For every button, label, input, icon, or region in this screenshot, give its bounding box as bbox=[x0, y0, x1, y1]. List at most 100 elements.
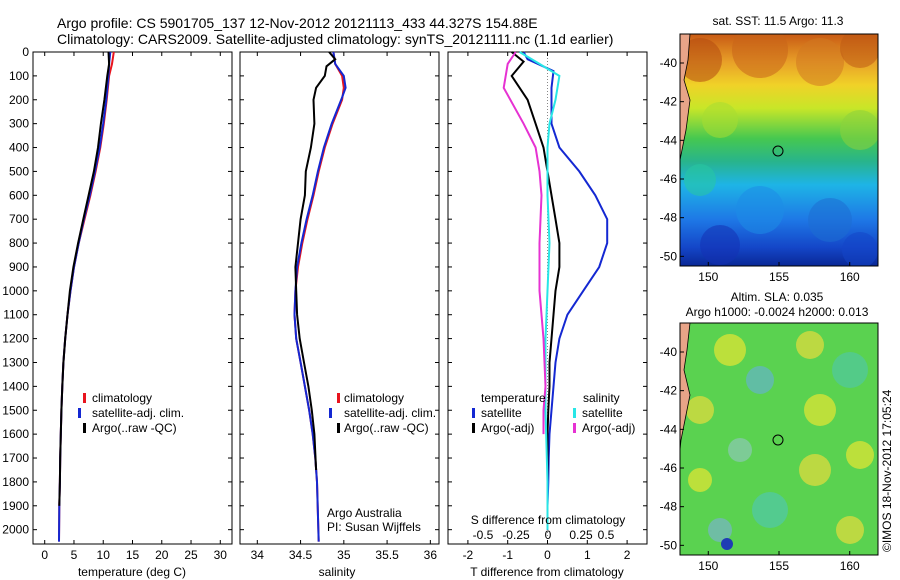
sst-texture-blob bbox=[684, 164, 716, 196]
y-tick-label: 400 bbox=[9, 141, 29, 155]
x-tick-label: 1 bbox=[584, 548, 591, 562]
legend-heading-salinity: salinity bbox=[583, 391, 620, 405]
legend-swatch-climatology bbox=[337, 393, 340, 403]
sst-texture-blob bbox=[702, 102, 738, 138]
depth-tick-labels: 0 100 200 300 400 500 600 700 800 900 1000 1100 1200… bbox=[2, 45, 29, 537]
x-tick-label: 35 bbox=[337, 548, 351, 562]
y-tick-label: 600 bbox=[9, 188, 29, 202]
map-x-tick-label: 150 bbox=[698, 270, 718, 284]
x-tick-label: 34.5 bbox=[289, 548, 313, 562]
y-tick-label: 1300 bbox=[2, 355, 29, 369]
sst-texture-blob bbox=[840, 110, 878, 150]
legend-label-satellite: satellite-adj. clim. bbox=[92, 406, 184, 420]
map-y-tick-label: -42 bbox=[660, 95, 678, 109]
y-tick-label: 1400 bbox=[2, 379, 29, 393]
y-tick-label: 800 bbox=[9, 236, 29, 250]
salinity-plot-marks bbox=[293, 51, 347, 542]
y-tick-label: 1600 bbox=[2, 427, 29, 441]
sst-texture-blob bbox=[808, 198, 852, 242]
legend-swatch-t-satellite bbox=[472, 408, 475, 418]
series-salinity-satellite bbox=[519, 51, 561, 530]
sla-texture-blob bbox=[728, 438, 752, 462]
sst-coastline bbox=[680, 34, 691, 161]
y-tick-label: 0 bbox=[22, 45, 29, 59]
sla-map-panel: Altim. SLA: 0.035 Argo h1000: -0.0024 h2… bbox=[660, 290, 879, 573]
x-tick-label: 10 bbox=[97, 548, 111, 562]
sst-texture-blob bbox=[796, 38, 844, 86]
source-line-1: Argo Australia bbox=[327, 506, 402, 520]
x-tick-label: -1 bbox=[502, 548, 513, 562]
credit-text: ©IMOS 18-Nov-2012 17:05:24 bbox=[880, 389, 894, 552]
sst-texture-blob bbox=[732, 34, 788, 78]
map-x-tick-label: 150 bbox=[698, 559, 718, 573]
map-x-tick-label: 155 bbox=[769, 559, 789, 573]
y-tick-label: 1800 bbox=[2, 475, 29, 489]
temperature-plot-marks bbox=[58, 51, 115, 542]
sla-texture-blob bbox=[688, 468, 712, 492]
sla-argo-marker bbox=[772, 434, 784, 446]
x-tick-label: 15 bbox=[126, 548, 140, 562]
map-y-tick-label: -40 bbox=[660, 56, 678, 70]
difference-plot-marks bbox=[502, 51, 609, 530]
sla-texture-blob bbox=[799, 454, 831, 486]
map-y-tick-label: -48 bbox=[660, 500, 678, 514]
sla-low-spot bbox=[721, 538, 733, 550]
sla-texture-blob bbox=[714, 334, 746, 366]
y-tick-label: 200 bbox=[9, 93, 29, 107]
legend-swatch-argo bbox=[337, 423, 340, 433]
s-difference-tick-labels: -0.5 -0.25 0 0.25 0.5 bbox=[473, 528, 615, 542]
title-line-2: Climatology: CARS2009. Satellite-adjuste… bbox=[57, 31, 613, 47]
title-line-1: Argo profile: CS 5901705_137 12-Nov-2012… bbox=[57, 15, 538, 31]
x-tick-label: 0 bbox=[41, 548, 48, 562]
y-tick-label: 500 bbox=[9, 164, 29, 178]
map-x-tick-label: 155 bbox=[769, 270, 789, 284]
map-y-tick-label: -44 bbox=[660, 422, 678, 436]
map-y-tick-label: -46 bbox=[660, 172, 678, 186]
salinity-axes-frame bbox=[239, 51, 440, 545]
sst-texture-blob bbox=[680, 38, 722, 82]
temperature-axes-frame bbox=[32, 51, 233, 545]
sla-texture-blob bbox=[746, 366, 774, 394]
salinity-xlabel: salinity bbox=[319, 565, 356, 579]
t-difference-tick-labels: -2 -1 0 1 2 bbox=[448, 51, 647, 562]
y-tick-label: 700 bbox=[9, 212, 29, 226]
x-tick-label: 5 bbox=[71, 548, 78, 562]
x-tick-label: 0 bbox=[544, 548, 551, 562]
sst-map-tick-labels: 150 155 160 -40 -42 -44 -46 -48 -50 bbox=[660, 56, 860, 284]
y-tick-label: 1200 bbox=[2, 332, 29, 346]
sla-texture-blob bbox=[708, 518, 732, 542]
sla-texture-blob bbox=[832, 352, 868, 388]
x-tick-label: -2 bbox=[463, 548, 474, 562]
map-y-tick-label: -50 bbox=[660, 249, 678, 263]
sla-map-title: Altim. SLA: 0.035 bbox=[731, 290, 824, 304]
temperature-tick-labels: 0 5 10 15 20 25 30 bbox=[33, 51, 232, 562]
sst-texture-blob bbox=[736, 186, 784, 234]
salinity-legend: climatology satellite-adj. clim. Argo(..… bbox=[329, 391, 436, 435]
map-y-tick-label: -50 bbox=[660, 538, 678, 552]
sst-texture-blob bbox=[842, 232, 878, 266]
s-tick-label: 0.25 bbox=[569, 528, 593, 542]
legend-label-argo: Argo(..raw -QC) bbox=[344, 421, 429, 435]
s-tick-label: 0 bbox=[545, 528, 552, 542]
x-tick-label: 34 bbox=[251, 548, 265, 562]
difference-panel: -2 -1 0 1 2 S difference from climatology -0… bbox=[447, 51, 648, 579]
legend-swatch-t-argo bbox=[472, 423, 475, 433]
y-tick-label: 100 bbox=[9, 69, 29, 83]
sst-map-panel: sat. SST: 11.5 Argo: 11.3 150 155 160 -40 -4… bbox=[660, 14, 879, 284]
sla-texture-blob bbox=[804, 394, 836, 426]
source-line-2: PI: Susan Wijffels bbox=[327, 520, 421, 534]
y-tick-label: 1000 bbox=[2, 284, 29, 298]
difference-legend: temperature satellite Argo(-adj) salinit… bbox=[472, 391, 635, 435]
x-tick-label: 2 bbox=[624, 548, 631, 562]
legend-swatch-satellite bbox=[329, 408, 332, 418]
s-tick-label: -0.5 bbox=[473, 528, 494, 542]
sla-texture-blob bbox=[836, 516, 864, 544]
sla-texture-blob bbox=[796, 331, 824, 359]
sst-texture-blob bbox=[700, 225, 740, 265]
map-y-tick-label: -40 bbox=[660, 345, 678, 359]
sla-field-texture bbox=[686, 331, 874, 550]
sla-map-subtitle: Argo h1000: -0.0024 h2000: 0.013 bbox=[686, 305, 869, 319]
sla-texture-blob bbox=[846, 441, 874, 469]
x-tick-label: 35.5 bbox=[375, 548, 399, 562]
legend-swatch-argo bbox=[83, 423, 86, 433]
